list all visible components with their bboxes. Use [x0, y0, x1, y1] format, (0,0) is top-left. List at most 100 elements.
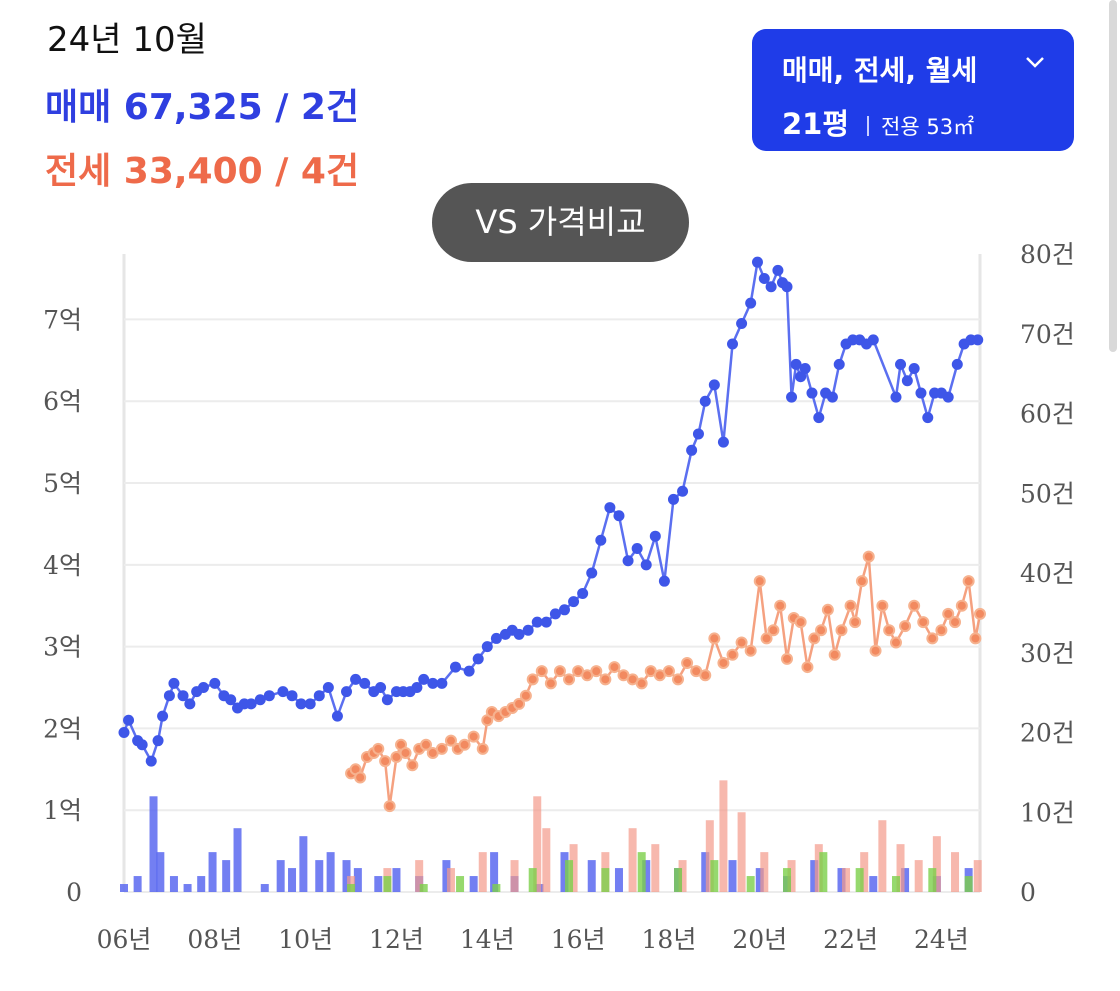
volume-bar	[415, 860, 424, 892]
scrollbar[interactable]	[1109, 0, 1117, 352]
volume-bar	[288, 868, 297, 892]
price-point	[813, 412, 825, 424]
y-right-tick-label: 10건	[1020, 798, 1075, 827]
volume-bar	[276, 860, 285, 892]
price-point	[862, 550, 875, 563]
price-point	[781, 652, 794, 665]
price-point	[184, 698, 196, 710]
volume-bar	[755, 868, 764, 892]
y-right-tick-label: 70건	[1020, 320, 1075, 349]
filter-dropdown[interactable]: 매매, 전세, 월세 21평 전용 53㎡	[752, 29, 1074, 151]
price-point	[726, 648, 739, 661]
price-point	[513, 697, 526, 710]
volume-bar	[737, 812, 746, 892]
price-point	[727, 338, 739, 350]
price-point	[760, 632, 773, 645]
volume-bar	[869, 876, 878, 892]
price-point	[799, 363, 811, 375]
price-point	[481, 641, 493, 653]
volume-bar	[964, 876, 973, 892]
price-point	[833, 358, 845, 370]
volume-bar	[901, 868, 910, 892]
price-point	[245, 698, 257, 710]
x-tick-label: 12년	[369, 925, 424, 954]
price-point	[744, 644, 757, 657]
price-point	[379, 755, 392, 768]
volume-bar	[233, 828, 242, 892]
price-lines	[118, 256, 986, 813]
volume-bar	[614, 868, 623, 892]
volume-bar	[222, 860, 231, 892]
price-point	[418, 673, 430, 685]
price-point	[692, 428, 704, 440]
price-point	[436, 677, 448, 689]
price-point	[136, 739, 148, 751]
volume-bar	[928, 868, 937, 892]
price-point	[177, 690, 189, 702]
volume-bar	[728, 860, 737, 892]
volume-bar	[315, 860, 324, 892]
price-point	[915, 387, 927, 399]
volume-bar	[419, 884, 428, 892]
price-point	[795, 371, 807, 383]
volume-bar	[601, 868, 610, 892]
price-point	[467, 730, 480, 743]
volume-bar	[374, 876, 383, 892]
volume-bar	[896, 844, 905, 892]
price-point	[677, 485, 689, 497]
volume-bar	[510, 860, 519, 892]
volume-bar	[855, 868, 864, 892]
price-point	[815, 624, 828, 637]
volume-bar	[442, 860, 451, 892]
price-point	[708, 632, 721, 645]
price-point	[553, 665, 566, 678]
volume-bar	[860, 852, 869, 892]
volume-bar	[446, 868, 455, 892]
price-point	[801, 661, 814, 674]
price-point	[163, 690, 175, 702]
x-tick-label: 06년	[97, 925, 152, 954]
volume-bar	[810, 860, 819, 892]
price-point	[972, 334, 984, 346]
price-point	[476, 742, 489, 755]
price-point	[835, 624, 848, 637]
volume-bar	[208, 852, 217, 892]
price-point	[522, 624, 534, 636]
price-point	[359, 677, 371, 689]
y-left-tick-label: 6억	[43, 387, 82, 416]
x-tick-label: 18년	[642, 925, 697, 954]
y-left-tick-label: 0	[66, 878, 82, 907]
volume-bars	[120, 780, 982, 892]
price-point	[869, 644, 882, 657]
volume-bar	[701, 852, 710, 892]
volume-bar	[342, 860, 351, 892]
price-point	[974, 607, 986, 620]
y-right-tick-label: 60건	[1020, 400, 1075, 429]
price-point	[118, 727, 130, 738]
price-point	[558, 604, 570, 616]
price-point	[772, 264, 784, 276]
volume-bar	[392, 868, 401, 892]
price-point	[786, 391, 798, 403]
price-point	[411, 682, 423, 694]
price-point	[549, 608, 561, 620]
volume-bar	[651, 844, 660, 892]
price-point	[519, 689, 532, 702]
area-exclusive: 전용 53㎡	[881, 115, 975, 139]
volume-bar	[678, 860, 687, 892]
price-point	[949, 616, 962, 629]
price-point	[649, 530, 661, 542]
volume-bar	[814, 844, 823, 892]
price-point	[399, 746, 412, 759]
volume-bar	[587, 860, 596, 892]
x-tick-label: 24년	[914, 925, 969, 954]
volume-bar	[628, 828, 637, 892]
filter-types-label: 매매, 전세, 월세	[782, 54, 978, 87]
volume-bar	[490, 852, 499, 892]
price-point	[604, 502, 616, 514]
volume-bar	[932, 836, 941, 892]
volume-bar	[783, 868, 792, 892]
x-tick-label: 14년	[460, 925, 515, 954]
left-axis: 0 1억 2억 3억 4억 5억 6억 7억	[43, 305, 82, 907]
compare-button[interactable]: VS 가격비교	[432, 183, 689, 262]
